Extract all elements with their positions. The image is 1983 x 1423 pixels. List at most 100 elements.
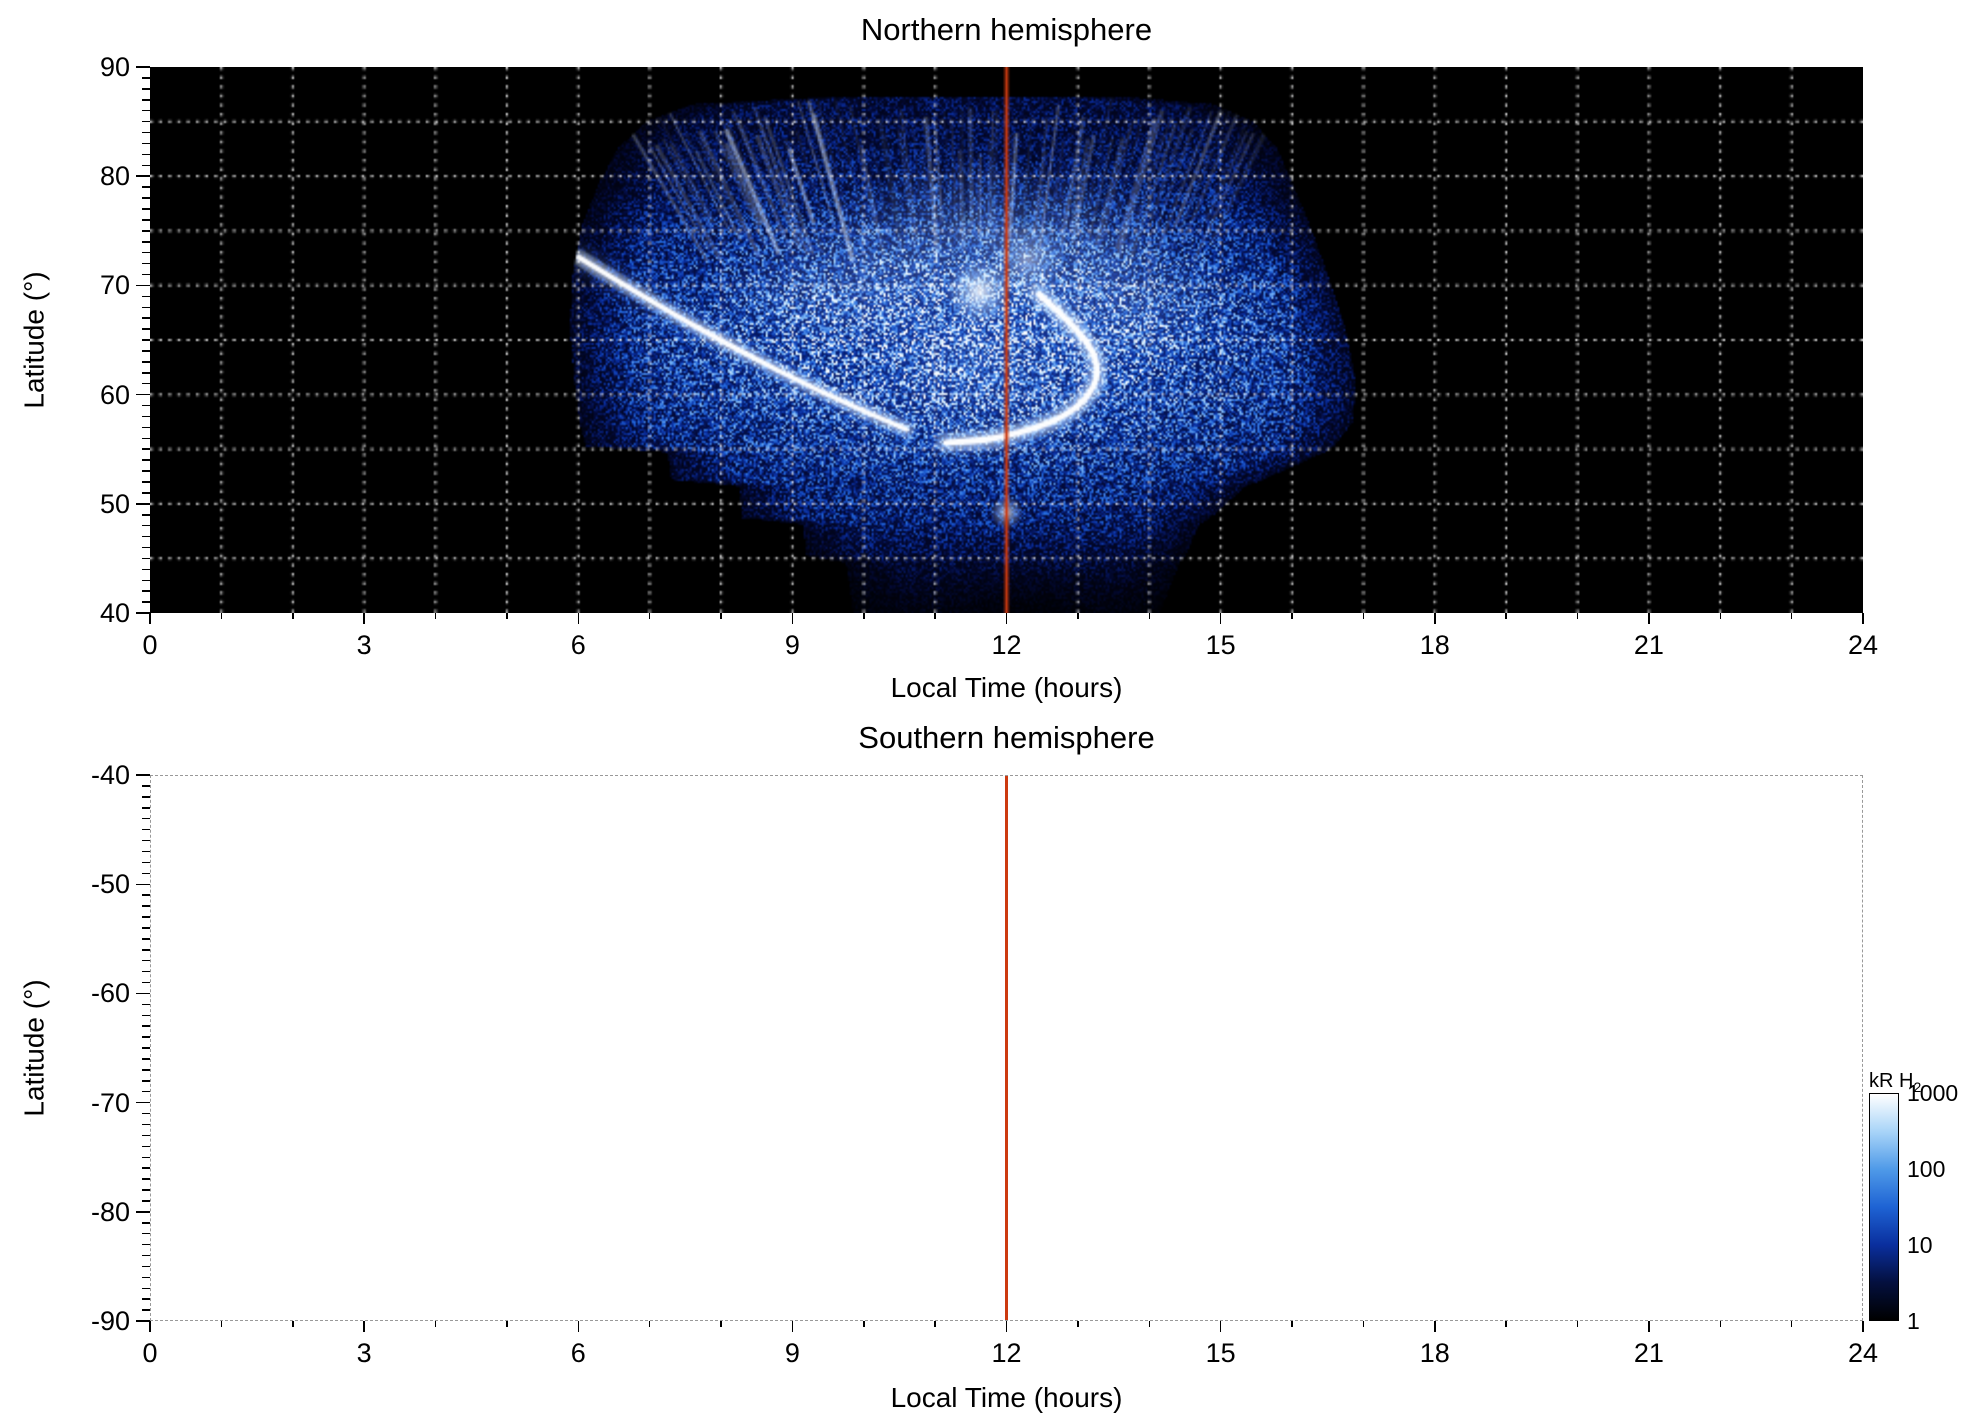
colorbar-label-text: kR H [1869,1070,1914,1092]
y-axis-tick [142,241,150,243]
y-axis-tick [142,208,150,210]
south-plot-area [150,775,1863,1321]
y-axis-tick [142,1047,150,1049]
y-axis-tick [142,970,150,973]
x-axis-tick-label: 21 [1633,630,1664,660]
x-axis-tick [934,1321,936,1327]
y-axis-tick [142,1025,150,1027]
y-axis-tick [142,109,150,112]
x-axis-tick [506,613,508,619]
y-axis-tick [136,612,150,614]
x-axis-tick [149,613,151,624]
y-axis-tick [142,1069,150,1071]
x-axis-tick [1148,613,1150,619]
y-axis-tick [142,1156,150,1158]
y-axis-tick [142,328,150,330]
y-axis-tick [142,1014,150,1016]
north-y-axis-label: Latitude (°) [6,67,64,613]
x-axis-tick-label: 15 [1205,630,1236,660]
y-axis-tick [142,785,150,787]
south-y-axis-label: Latitude (°) [6,775,64,1321]
colorbar-tick-label: 100 [1907,1156,1946,1182]
y-axis-tick [142,1003,150,1006]
south-x-axis-label: Local Time (hours) [890,1382,1123,1413]
x-axis-tick [1291,613,1293,619]
x-axis-tick-label: 12 [991,1338,1022,1368]
y-axis-tick [142,557,150,560]
y-axis-tick [142,850,150,853]
y-axis-tick [142,905,150,907]
y-axis-tick [142,894,150,896]
y-axis-tick [142,448,150,450]
x-axis-tick [1219,613,1222,624]
y-axis-tick [142,546,150,549]
y-axis-tick [142,1287,150,1289]
x-axis-tick [363,1321,365,1332]
y-axis-tick [142,861,150,864]
x-axis-tick [506,1321,508,1327]
y-axis-tick [142,131,150,134]
y-axis-tick [142,1243,150,1246]
y-axis-tick [142,839,150,842]
x-axis-tick [648,1321,651,1327]
north-x-axis-label: Local Time (hours) [890,672,1123,703]
y-axis-tick [136,992,150,995]
y-axis-tick [136,284,150,287]
y-axis-tick [142,470,150,472]
y-axis-tick [142,1090,150,1093]
y-axis-tick [142,601,150,603]
y-axis-tick [142,437,150,439]
x-axis-tick [1434,1321,1436,1332]
y-axis-tick [142,1123,150,1126]
x-axis-tick [1362,1321,1365,1327]
y-axis-tick [142,828,150,831]
y-axis-tick [142,938,150,940]
x-axis-tick-label: 3 [356,1338,372,1368]
y-axis-tick [136,774,150,776]
y-axis-tick [142,251,150,254]
x-axis-tick [720,1321,722,1327]
x-axis-tick [720,613,722,619]
x-axis-tick [1434,613,1436,624]
y-axis-tick [136,1320,150,1322]
y-axis-tick [136,1211,150,1213]
y-axis-tick [142,1134,150,1137]
y-axis-tick [142,959,150,962]
x-axis-tick [791,1321,794,1332]
x-axis-tick [863,613,865,619]
x-axis-tick-label: 12 [991,630,1022,660]
x-axis-tick [1862,1321,1864,1332]
x-axis-tick [1719,1321,1721,1327]
y-axis-tick [142,142,150,145]
x-axis-tick [1576,1321,1579,1327]
y-axis-tick [142,164,150,166]
x-axis-tick-label: 18 [1419,630,1450,660]
x-axis-tick-label: 6 [570,630,586,660]
y-axis-tick [142,197,150,199]
y-axis-tick [142,1298,150,1300]
x-axis-tick [1719,613,1721,619]
x-axis-tick-label: 9 [784,630,800,660]
x-axis-tick [434,613,437,619]
y-axis-tick [142,568,150,571]
y-axis-tick [142,1222,150,1224]
colorbar-tick-label: 1 [1907,1308,1920,1334]
y-axis-tick [142,459,150,461]
colorbar-tick-label: 1000 [1907,1080,1959,1106]
y-axis-tick [142,404,150,407]
y-axis-tick [136,503,150,505]
y-axis-tick [142,1254,150,1257]
x-axis-tick [1648,1321,1650,1332]
y-axis-tick [142,1080,150,1082]
y-axis-tick [142,927,150,929]
x-axis-tick [1790,1321,1793,1327]
x-axis-tick-label: 21 [1633,1338,1664,1368]
y-axis-tick [142,77,150,79]
colorbar-gradient-bar [1869,1093,1899,1321]
y-axis-tick [142,153,150,156]
y-axis-tick [142,273,150,276]
x-axis-tick-label: 24 [1847,630,1879,660]
south-panel-title: Southern hemisphere [858,720,1155,755]
x-axis-tick [1505,1321,1507,1327]
